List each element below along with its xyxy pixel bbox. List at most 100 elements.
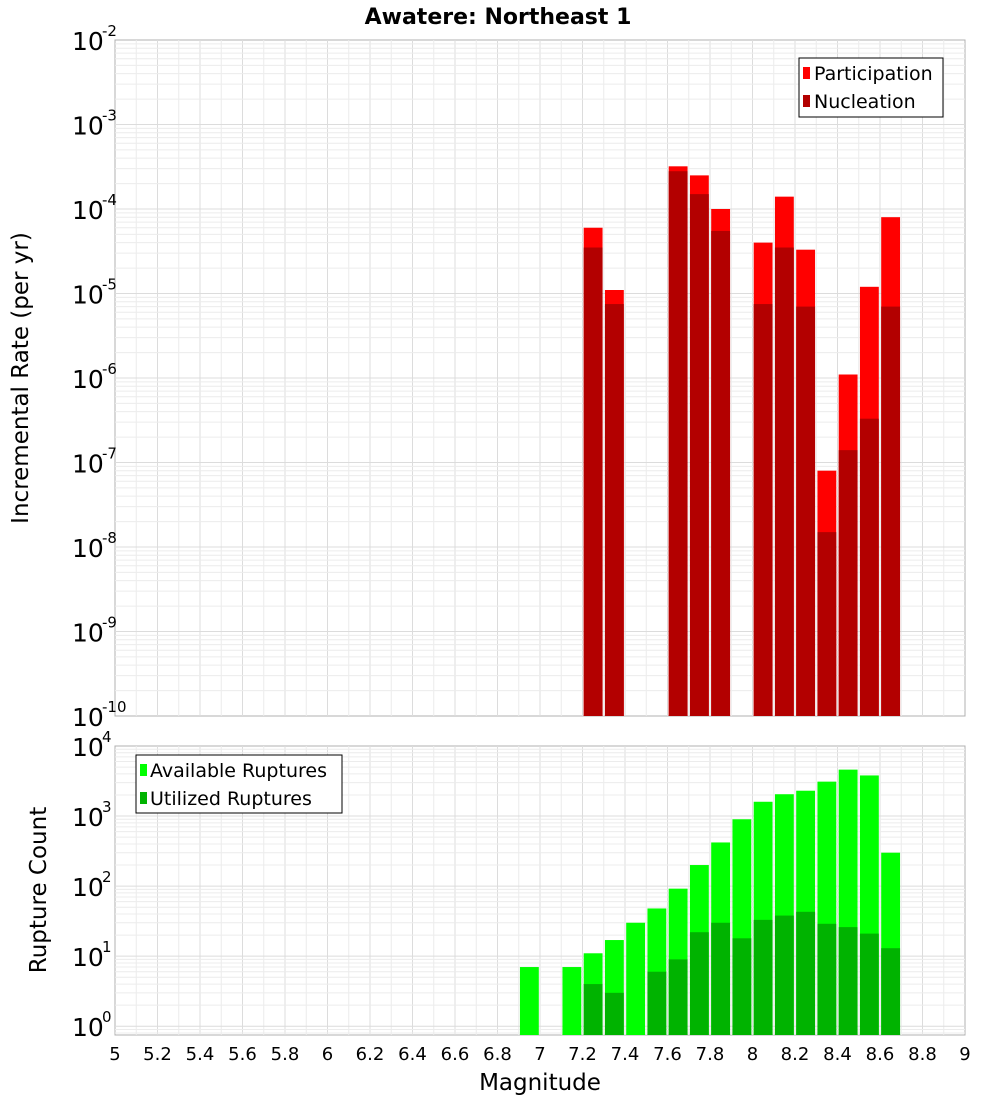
bar-utilized-ruptures (796, 911, 816, 1035)
y-tick-exponent: -6 (102, 360, 117, 378)
bottom-y-axis-label: Rupture Count (26, 807, 52, 973)
bar-nucleation (796, 306, 816, 716)
y-tick-base: 10 (72, 196, 104, 225)
bar-utilized-ruptures (838, 927, 858, 1035)
y-tick-label: 10-4 (72, 191, 117, 225)
bar-nucleation (753, 304, 773, 716)
y-tick-exponent: -2 (102, 22, 117, 40)
y-tick-base: 10 (72, 534, 104, 563)
y-tick-base: 10 (72, 733, 104, 762)
y-tick-exponent: -5 (102, 276, 117, 294)
bottom-legend-box (135, 754, 343, 814)
y-tick-label: 10-6 (72, 360, 117, 394)
bar-nucleation (604, 304, 624, 716)
y-tick-base: 10 (72, 873, 104, 902)
x-tick-label: 5.4 (186, 1044, 215, 1065)
x-axis-label: Magnitude (479, 1070, 601, 1096)
top-legend-box (798, 57, 944, 118)
bar-available-ruptures (519, 967, 539, 1035)
legend-label-available: Available Ruptures (150, 760, 327, 782)
bar-utilized-ruptures (711, 922, 731, 1035)
bar-available-ruptures (626, 922, 646, 1035)
y-tick-base: 10 (72, 943, 104, 972)
bar-nucleation (711, 230, 731, 717)
bar-utilized-ruptures (647, 971, 667, 1035)
bar-utilized-ruptures (774, 915, 794, 1035)
legend-swatch-nucleation (803, 95, 810, 107)
legend-swatch-available (140, 764, 147, 776)
y-tick-label: 10-7 (72, 445, 117, 479)
x-tick-label: 5 (109, 1044, 120, 1065)
y-tick-base: 10 (72, 365, 104, 394)
y-tick-exponent: 3 (102, 798, 112, 816)
legend-label-nucleation: Nucleation (814, 91, 916, 113)
bar-utilized-ruptures (668, 959, 688, 1035)
y-tick-label: 10-9 (72, 614, 117, 648)
y-tick-base: 10 (72, 112, 104, 141)
x-tick-label: 7.8 (696, 1044, 725, 1065)
y-tick-exponent: -10 (102, 698, 127, 716)
x-tick-label: 6.6 (441, 1044, 470, 1065)
y-tick-exponent: -7 (102, 445, 117, 463)
y-tick-label: 102 (72, 868, 112, 902)
x-tick-label: 8.6 (866, 1044, 895, 1065)
x-tick-label: 7.2 (568, 1044, 597, 1065)
y-tick-label: 103 (72, 798, 112, 832)
x-tick-label: 6.2 (356, 1044, 385, 1065)
bottom-legend: Available Ruptures Utilized Ruptures (135, 754, 343, 814)
top-legend: Participation Nucleation (798, 57, 944, 118)
bar-utilized-ruptures (859, 933, 879, 1035)
y-tick-label: 101 (72, 938, 112, 972)
top-bars (583, 166, 901, 717)
y-tick-exponent: -3 (102, 107, 117, 125)
y-tick-exponent: 4 (102, 728, 112, 746)
bar-nucleation (583, 247, 603, 716)
bar-nucleation (668, 171, 688, 716)
bar-nucleation (689, 194, 709, 716)
bar-utilized-ruptures (732, 938, 752, 1035)
y-tick-exponent: 0 (102, 1008, 112, 1026)
bar-utilized-ruptures (881, 948, 901, 1035)
bar-utilized-ruptures (753, 919, 773, 1035)
top-y-axis-label: Incremental Rate (per yr) (8, 232, 34, 524)
bar-nucleation (774, 247, 794, 716)
x-ticks: 5 5.2 5.4 5.6 5.8 6 6.2 6.4 6.6 6.8 7 7.2 7.4 7.6 7.8 8… (109, 1044, 970, 1065)
y-tick-base: 10 (72, 803, 104, 832)
x-tick-label: 7.6 (653, 1044, 682, 1065)
bar-nucleation (817, 532, 837, 716)
x-tick-label: 8 (747, 1044, 758, 1065)
x-tick-label: 6 (322, 1044, 333, 1065)
legend-label-utilized: Utilized Ruptures (150, 788, 312, 810)
x-tick-label: 5.6 (228, 1044, 257, 1065)
top-gridlines (115, 40, 965, 716)
bar-utilized-ruptures (817, 923, 837, 1035)
legend-swatch-utilized (140, 792, 147, 804)
x-tick-label: 5.8 (271, 1044, 300, 1065)
y-tick-exponent: 2 (102, 868, 112, 886)
legend-label-participation: Participation (814, 63, 933, 85)
chart-title: Awatere: Northeast 1 (365, 5, 632, 30)
bar-utilized-ruptures (583, 984, 603, 1035)
x-tick-label: 7 (534, 1044, 545, 1065)
bottom-bars (519, 769, 901, 1035)
y-tick-base: 10 (72, 27, 104, 56)
x-tick-label: 8.2 (781, 1044, 810, 1065)
y-tick-exponent: 1 (102, 938, 112, 956)
bar-available-ruptures (562, 967, 582, 1035)
y-tick-base: 10 (72, 703, 104, 732)
y-tick-label: 10-8 (72, 529, 117, 563)
bar-nucleation (838, 450, 858, 716)
bar-utilized-ruptures (604, 992, 624, 1035)
bar-nucleation (859, 418, 879, 716)
x-tick-label: 7.4 (611, 1044, 640, 1065)
x-tick-label: 8.4 (823, 1044, 852, 1065)
x-tick-label: 6.8 (483, 1044, 512, 1065)
legend-swatch-participation (803, 67, 810, 79)
y-tick-label: 10-5 (72, 276, 117, 310)
x-tick-label: 5.2 (143, 1044, 172, 1065)
